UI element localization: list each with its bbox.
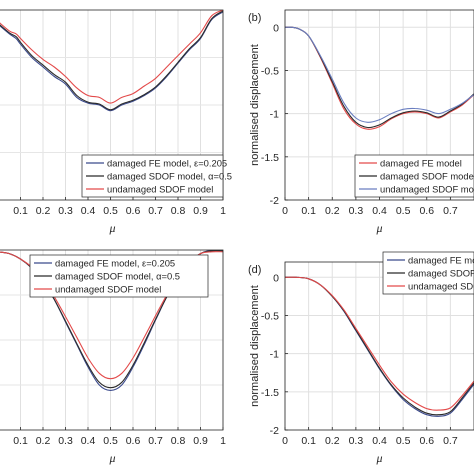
series-line-3 [285,276,474,411]
legend-box [29,254,209,298]
legend-label: damaged SDOF model [408,268,474,279]
x-tick-label: 0.3 [58,435,73,447]
chart-panel-2: 0 0.1 0.2 0.3 0.4 0.5 0.6 0.7 0 -0.5 -1 -1.5 -2 μ norm… [248,9,474,235]
panel-label: (d) [248,264,261,276]
axes-box [284,9,474,201]
x-tick-label: 1 [220,205,226,217]
legend-box [81,154,224,198]
legend: damaged FE model, ε=0.205 damaged SDOF mo… [81,154,232,198]
x-tick-label: 0.1 [301,205,316,217]
y-tick-label: -1.5 [261,387,279,399]
x-tick-label: 0.4 [81,435,96,447]
series-line-2 [0,10,223,111]
x-tick-label: 0.6 [419,205,434,217]
y-axis-label: normalised displacement [249,285,261,407]
chart-panel-1: 0.1 0.2 0.3 0.4 0.5 0.6 0.7 0.8 0.9 1 μ damaged FE … [0,9,232,235]
chart-panel-3: 0.1 0.2 0.3 0.4 0.5 0.6 0.7 0.8 0.9 1 μ damaged FE … [0,249,226,465]
x-tick-label: 0.3 [58,205,73,217]
y-tick-label: -1 [270,349,279,361]
x-tick-label: 0.1 [13,435,28,447]
legend: damaged FE model damaged SDOF model undama… [354,154,474,198]
legend-label: damaged SDOF model, α=0.5 [55,271,180,282]
x-tick-label: 0.1 [13,205,28,217]
axes-box [284,261,474,431]
y-tick-label: -1 [270,109,279,121]
x-tick-label: 0.5 [396,435,411,447]
panel-label: (b) [248,12,261,24]
x-axis-label: μ [375,451,382,465]
x-tick-label: 0.4 [372,205,387,217]
x-tick-label: 0 [282,205,288,217]
series-line-3 [0,10,223,104]
x-axis-label: μ [108,221,115,235]
x-axis-label: μ [375,221,382,235]
x-tick-label: 0.7 [443,435,458,447]
y-tick-label: -2 [270,425,279,437]
x-tick-label: 0.7 [148,205,163,217]
series-line-3 [285,26,474,123]
x-tick-label: 0.6 [126,205,141,217]
x-tick-label: 0.6 [126,435,141,447]
y-tick-label: 0 [273,22,279,34]
x-tick-label: 0.2 [36,435,51,447]
x-tick-label: 0.9 [193,435,208,447]
x-tick-label: 0.7 [148,435,163,447]
legend-label: damaged SDOF model, α=0.5 [107,171,232,182]
y-tick-label: -0.5 [261,65,279,77]
y-tick-label: -2 [270,195,279,207]
legend: damaged FE model, ε=0.205 damaged SDOF mo… [29,254,209,298]
axes-box [0,9,224,201]
x-tick-label: 0.3 [349,435,364,447]
axes-box [0,249,224,431]
x-tick-label: 0.4 [372,435,387,447]
x-tick-label: 0.5 [103,205,118,217]
legend-label: undamaged SDOF model [380,184,474,195]
legend-label: damaged FE model [408,255,474,266]
legend-label: undamaged SDOF model [55,284,161,295]
x-tick-label: 0.5 [396,205,411,217]
y-tick-label: -0.5 [261,310,279,322]
legend-label: damaged FE model [380,158,462,169]
x-tick-label: 0.8 [171,205,186,217]
x-tick-label: 0.3 [349,205,364,217]
x-tick-label: 0.2 [36,205,51,217]
x-tick-label: 0.1 [301,435,316,447]
x-axis-label: μ [108,451,115,465]
x-tick-label: 1 [220,435,226,447]
x-tick-label: 0.9 [193,205,208,217]
legend-label: damaged FE model, ε=0.205 [55,258,175,269]
series-line-1 [0,11,223,112]
legend-label: undamaged SDOF model [408,281,474,292]
x-tick-label: 0.2 [325,435,340,447]
x-tick-label: 0.5 [103,435,118,447]
y-tick-label: -1.5 [261,152,279,164]
x-tick-label: 0.6 [419,435,434,447]
legend-label: damaged SDOF model [380,171,474,182]
y-axis-label: normalised displacement [249,44,261,166]
y-tick-label: 0 [273,272,279,284]
x-tick-label: 0.8 [171,435,186,447]
x-tick-label: 0.2 [325,205,340,217]
x-tick-label: 0.4 [81,205,96,217]
legend-label: undamaged SDOF model [107,184,213,195]
legend: damaged FE model damaged SDOF model undama… [382,251,474,295]
legend-label: damaged FE model, ε=0.205 [107,158,227,169]
chart-panel-4: 0 0.1 0.2 0.3 0.4 0.5 0.6 0.7 0 -0.5 -1 -1.5 -2 μ norm… [248,251,474,465]
x-tick-label: 0.7 [443,205,458,217]
x-tick-label: 0 [282,435,288,447]
